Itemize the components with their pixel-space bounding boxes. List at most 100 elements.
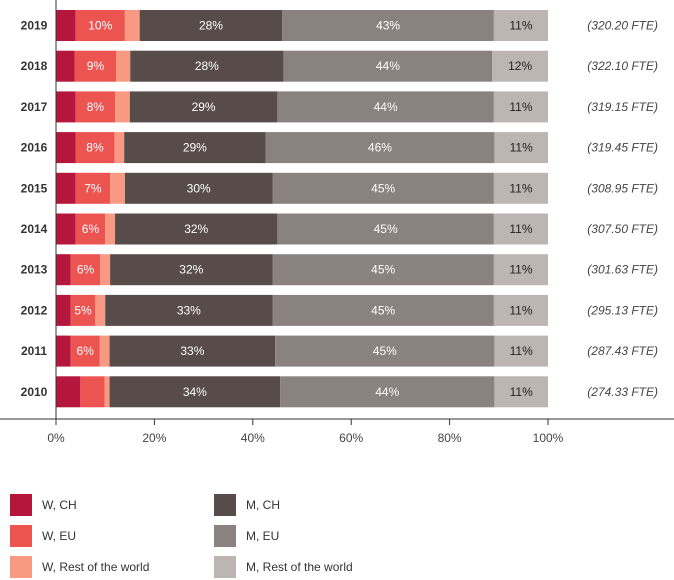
bar-segment [56,376,81,408]
bar-segment [56,50,75,82]
data-label: 45% [374,222,398,236]
stacked-bar-chart: 2019 10% 28% 43% 11% (320.20 FTE) 2018 9% 28% 44%… [0,0,674,445]
y-tick-label: 2015 [21,181,48,195]
bar-segment [114,132,125,164]
data-label: 33% [180,344,204,358]
data-label: 44% [375,385,399,399]
data-label: 8% [86,141,104,155]
legend-label: M, EU [246,529,280,543]
fte-annotation: (308.95 FTE) [587,181,658,195]
legend: W, CH W, EU W, Rest of the world M, CH M, EU… [0,492,674,580]
fte-annotation: (319.15 FTE) [587,100,658,114]
bar-segment [75,91,116,123]
legend-item: W, EU [10,523,76,549]
fte-annotation: (307.50 FTE) [587,222,658,236]
x-tick-label: 100% [533,431,564,445]
bar-segment [74,50,117,82]
data-label: 11% [509,303,532,317]
bar-segment [493,91,548,123]
legend-swatch [214,494,236,516]
bar-segment [75,213,106,245]
bar-segment [493,213,548,245]
y-tick-label: 2013 [21,263,48,277]
fte-annotation: (319.45 FTE) [587,141,658,155]
legend-item: M, Rest of the world [214,554,353,580]
data-label: 46% [368,141,392,155]
data-label: 32% [184,222,208,236]
bar-segment [56,10,76,41]
data-label: 11% [509,181,532,195]
bar-segment [282,10,494,41]
bar-segment [116,50,131,82]
legend-item: M, CH [214,492,280,518]
bar-segment [283,50,493,82]
data-label: 9% [87,59,105,73]
y-tick-label: 2011 [21,344,47,358]
legend-item: W, CH [10,492,77,518]
bar-segment [56,172,76,204]
bar-segment [70,294,96,326]
data-label: 33% [177,303,201,317]
bar-segment [272,294,494,326]
data-label: 8% [87,100,105,114]
data-label: 32% [179,263,203,277]
data-label: 43% [376,19,400,33]
bar-segment [75,172,111,204]
legend-item: W, Rest of the world [10,554,149,580]
data-label: 45% [373,344,397,358]
y-tick-label: 2019 [21,19,48,33]
data-label: 28% [195,59,219,73]
data-label: 44% [376,59,400,73]
data-label: 5% [74,303,92,317]
legend-label: M, Rest of the world [246,560,353,574]
x-tick-label: 60% [339,431,363,445]
bar-segment [493,10,548,41]
data-label: 11% [510,141,533,155]
x-tick-label: 0% [47,431,65,445]
data-label: 45% [371,181,395,195]
bar-segment [494,376,548,408]
y-tick-label: 2017 [21,100,48,114]
data-label: 44% [374,100,398,114]
bar-segment [80,376,105,408]
fte-annotation: (322.10 FTE) [587,59,658,73]
bar-segment [272,254,494,286]
data-label: 6% [77,344,95,358]
bar-segment [56,132,76,164]
data-label: 11% [510,344,533,358]
y-tick-label: 2016 [21,141,48,155]
bar-segment [109,376,281,408]
data-label: 11% [509,263,532,277]
bar-segment [493,294,548,326]
data-label: 28% [199,19,223,33]
bar-segment [75,132,115,164]
legend-swatch [214,556,236,578]
bar-segment [265,132,495,164]
bar-segment [275,335,495,367]
x-tick-label: 80% [438,431,462,445]
bar-segment [70,254,101,286]
bar-segment [492,50,548,82]
bar-segment [56,91,76,123]
bar-segment [277,213,494,245]
data-label: 11% [509,100,532,114]
bar-segment [494,335,548,367]
data-label: 30% [187,181,211,195]
data-label: 11% [510,385,533,399]
bar-segment [110,254,273,286]
y-tick-label: 2010 [21,385,48,399]
fte-annotation: (295.13 FTE) [587,303,658,317]
bar-segment [105,294,273,326]
bar-segment [110,172,125,204]
bar-segment [70,335,100,367]
data-label: 45% [371,303,395,317]
bar-segment [493,172,548,204]
data-label: 6% [82,222,100,236]
fte-annotation: (301.63 FTE) [587,263,658,277]
data-label: 10% [88,19,112,33]
bar-segment [277,91,494,123]
fte-annotation: (287.43 FTE) [587,344,658,358]
bar-segment [124,10,140,41]
data-label: 11% [509,19,532,33]
bar-segment [99,335,110,367]
